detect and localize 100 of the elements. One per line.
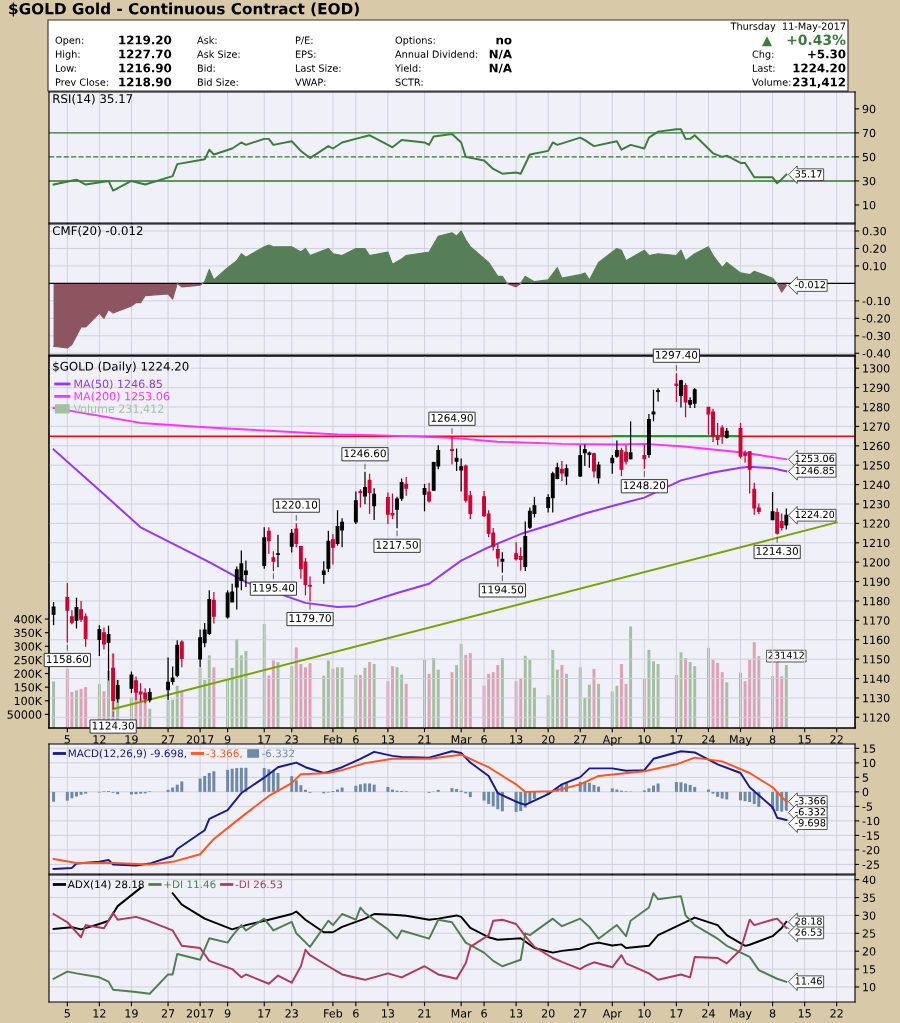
x-tick-label: Mar [451,735,472,744]
y-tick-label: 1190 [863,577,890,586]
annotation: 1214.30 [756,547,798,555]
y-tick-label: 0.20 [862,244,886,253]
x-tick-label: 24 [702,735,715,744]
y-tick-label: 5 [862,773,869,782]
x-tick-label: 27 [161,735,175,744]
annotation: 1297.40 [656,350,698,359]
y-tick-label: 1290 [863,383,890,392]
x-tick-label: 9 [224,735,231,744]
annotation: -6.332 [795,808,826,816]
y-tick-label: 1180 [863,596,890,606]
y-tick-label: -15 [862,831,880,840]
text: Last Size: [295,64,341,72]
y2-tick-label: 250K [14,655,43,665]
text: +5.30 [808,49,846,59]
chart-title: CMF(20) -0.012 [52,225,143,237]
y-tick-label: 30 [862,911,876,920]
annotation: 1246.85 [795,466,834,475]
x-tick-label: Mar [451,1009,472,1018]
x-tick-label: 10 [638,1009,651,1018]
text: N/A [489,63,512,74]
annotation: 1179.70 [289,614,331,623]
y2-tick-label: 350K [14,628,43,638]
y-tick-label: 10 [863,200,876,210]
y2-tick-label: 400K [14,615,43,624]
x-tick-label: May [730,1009,752,1020]
annotation: -3.366 [795,797,826,805]
x-tick-label: 5 [64,1009,70,1018]
text: Chg: [752,50,774,60]
text: High: [55,50,80,60]
x-tick-label: 15 [798,1009,811,1018]
text: Volume: [752,78,791,86]
y-tick-label: 1250 [863,461,890,470]
text: Annual Dividend: [395,50,478,58]
y-tick-label: 40 [862,875,876,885]
annotation: 1217.50 [376,540,418,549]
annotation: 1253.06 [795,454,835,463]
x-tick-label: 27 [573,1009,587,1018]
x-tick-label: 13 [510,735,523,744]
y2-tick-label: 50000 [7,710,42,719]
annotation: 26.53 [795,928,822,936]
y-tick-label: 15 [863,744,876,753]
text: VWAP: [295,78,326,86]
y-tick-label: 1280 [863,402,890,412]
y-tick-label: 1260 [863,441,890,451]
y2-tick-label: 300K [14,642,43,651]
legend-label: MACD(12,26,9) -9.698, [68,749,187,759]
y-tick-label: 25 [862,929,876,938]
annotation: 1248.20 [623,481,666,490]
y-tick-label: 10 [863,758,876,768]
text: P/E: [295,36,313,45]
y-tick-label: 1270 [863,422,890,431]
y-tick-label: -0.10 [862,296,890,306]
x-tick-label: 20 [541,735,555,744]
x-tick-label: 8 [769,735,776,744]
x-tick-label: 9 [224,1009,231,1018]
text: 1219.20 [119,35,172,45]
x-tick-label: 24 [702,1009,715,1018]
x-tick-label: 20 [541,1009,555,1018]
legend-label: MA(200) 1253.06 [74,391,170,402]
x-tick-label: 5 [64,735,70,744]
y-tick-label: 35 [862,893,876,902]
text: 1216.90 [119,63,172,73]
y-tick-label: -20 [862,845,880,855]
x-tick-label: 27 [161,1009,175,1018]
chart-title: RSI(14) 35.17 [53,93,133,105]
annotation: 1224.20 [795,510,835,519]
y-tick-label: 1120 [863,713,890,722]
legend-label: +DI 11.46 [164,880,216,889]
chart-title: $GOLD (Daily) 1224.20 [53,361,189,374]
text: Ask Size: [197,50,240,58]
text: Bid: [197,64,215,72]
x-tick-label: 6 [353,735,359,744]
x-tick-label: 13 [382,1009,395,1018]
x-tick-label: 22 [830,735,843,744]
x-tick-label: Apr [602,735,622,746]
legend-label: -3.366, [206,749,242,759]
text: Yield: [394,64,421,72]
annotation: 28.18 [795,917,822,925]
annotation: 1220.10 [275,500,318,509]
x-tick-label: 2017 [186,735,214,744]
text: $GOLD Gold - Continuous Contract (EOD) [9,2,359,17]
text: Low: [55,64,76,72]
y-tick-label: 90 [862,104,876,114]
x-tick-label: 21 [418,1009,431,1018]
text: 231,412 [793,77,845,88]
annotation: 11.46 [795,977,822,985]
text: Bid Size: [197,78,238,86]
x-tick-label: 13 [510,1009,523,1018]
y2-tick-label: 100K [14,696,43,706]
text: SCTR: [395,78,423,86]
x-tick-label: 19 [125,1009,138,1018]
y-tick-label: 70 [862,128,876,138]
y-tick-label: 1150 [863,655,890,664]
y-tick-label: 50 [862,152,876,162]
annotation: 1246.60 [344,449,386,458]
legend-label: ADX(14) 28.18 [67,880,144,890]
x-tick-label: Feb [324,734,343,744]
y-tick-label: 1130 [863,693,890,703]
